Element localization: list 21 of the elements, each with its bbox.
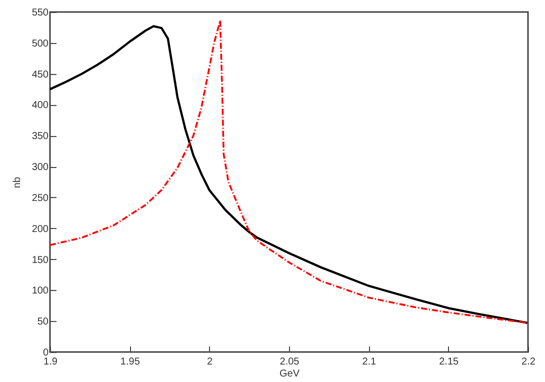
x-tick-label: 2.1 [362, 356, 377, 368]
x-tick-label: 2 [207, 356, 214, 368]
x-tick-label: 1.95 [120, 356, 140, 368]
x-tick-label: 2.05 [280, 356, 300, 368]
y-tick-label: 500 [32, 38, 49, 50]
x-tick-label: 1.9 [44, 356, 58, 368]
y-tick-label: 550 [32, 8, 49, 18]
y-tick-label: 50 [37, 316, 49, 328]
x-axis-title: GeV [279, 368, 300, 380]
y-tick-label: 400 [32, 100, 49, 112]
y-tick-label: 100 [32, 286, 49, 297]
y-tick-label: 250 [32, 192, 49, 204]
y-axis-title: nb [12, 176, 23, 188]
y-tick-label: 350 [32, 131, 49, 142]
y-tick-label: 200 [32, 224, 49, 235]
y-tick-label: 0 [42, 348, 49, 358]
x-tick-label: 2.15 [439, 356, 459, 368]
y-tick-label: 300 [32, 162, 49, 174]
x-tick-label: 2.2 [522, 356, 536, 368]
y-tick-label: 450 [32, 69, 49, 80]
y-tick-label: 150 [32, 254, 49, 266]
